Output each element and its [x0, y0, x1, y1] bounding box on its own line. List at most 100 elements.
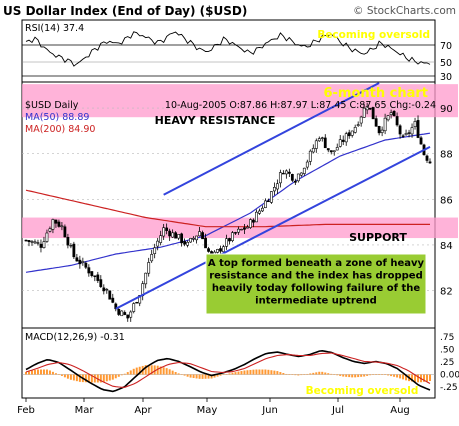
upper-trendline [163, 82, 380, 196]
legend-ma200: MA(200) 84.90 [25, 124, 95, 135]
candle-body [57, 221, 61, 227]
macd-label-value: -0.31 [100, 332, 125, 343]
macd-label-name: MACD(12,26,9) [25, 332, 97, 343]
macd-hist-bar [105, 374, 108, 382]
candle-body [314, 140, 318, 149]
macd-hist-bar [264, 369, 267, 375]
candle-body [380, 129, 384, 133]
macd-hist-bar [321, 371, 324, 375]
macd-lines [25, 349, 431, 393]
macd-panel: MACD(12,26,9) -0.31 .75 .50 .25 0.00 -.25 Be… [21, 327, 459, 399]
candle-body [99, 279, 103, 287]
macd-hist-bar [102, 374, 105, 383]
candle-body [177, 234, 181, 239]
callout-line: resistance and the index has dropped [209, 271, 423, 282]
x-tick-jun: Jun [261, 405, 278, 416]
callout-box [205, 253, 427, 315]
macd-tick: .50 [440, 346, 455, 356]
candle-body [362, 107, 366, 118]
rsi-frame [21, 19, 436, 83]
macd-hist-bar [51, 371, 54, 375]
candle-body [192, 237, 195, 240]
macd-hist-bar [402, 374, 405, 380]
macd-hist-bar [204, 374, 207, 379]
candle-body [72, 243, 76, 258]
candle-body [407, 132, 411, 134]
macd-hist-bar [120, 374, 123, 376]
macd-hist-bar [99, 374, 102, 383]
candle-body [189, 238, 192, 243]
candle-body [275, 183, 279, 190]
candle-body [48, 228, 52, 232]
macd-hist-bar [108, 374, 111, 381]
candle-body [287, 171, 291, 174]
macd-hist-bar [234, 372, 237, 375]
candle-body [183, 241, 187, 245]
candle-body [323, 137, 327, 149]
price-tick-90: 90 [440, 104, 453, 115]
macd-hist-bar [114, 374, 117, 379]
macd-hist-bar [45, 369, 48, 375]
candle-body [45, 232, 49, 242]
candle-body [389, 112, 393, 115]
price-moving-averages [25, 132, 431, 273]
candle-body [123, 312, 127, 315]
macd-hist-bar [156, 365, 159, 375]
macd-hist-bar [267, 369, 270, 375]
macd-hist-bar [378, 374, 381, 375]
macd-hist-bar [174, 372, 177, 375]
candle-body [147, 262, 151, 274]
macd-hist-bar [42, 369, 45, 375]
chart-title: US Dollar Index (End of Day) ($USD) [3, 4, 247, 18]
macd-hist-bar [393, 374, 396, 377]
macd-hist-bar [207, 374, 210, 379]
ma50-line [25, 132, 431, 273]
resistance-zone [22, 84, 458, 118]
candle-body [326, 148, 330, 151]
macd-hist-bar [249, 369, 252, 375]
candle-body [356, 124, 360, 126]
candle-body [401, 135, 405, 137]
candle-body [219, 248, 222, 252]
candle-body [261, 207, 264, 212]
candle-body [305, 161, 309, 168]
candle-body [102, 287, 106, 292]
candle-body [24, 239, 28, 242]
candle-body [93, 275, 97, 277]
candle-body [129, 311, 133, 318]
macd-hist-bar [162, 367, 165, 375]
candle-body [353, 126, 357, 133]
macd-hist-bar [87, 374, 90, 383]
callout-text: A top formed beneath a zone of heavy resi… [208, 258, 425, 307]
macd-hist-bar [222, 374, 225, 375]
candle-body [272, 186, 276, 192]
macd-hist-bar [384, 374, 387, 375]
macd-hist-bar [375, 374, 378, 375]
candle-body [278, 172, 282, 184]
macd-signal-line [25, 352, 431, 388]
quote-open: O:87.86 [229, 100, 267, 111]
macd-hist-bar [69, 374, 72, 380]
x-tick-jul: Jul [331, 405, 344, 416]
macd-hist-bar [237, 371, 240, 375]
candle-body [81, 261, 85, 263]
macd-hist-bar [363, 374, 366, 377]
macd-hist-bar [318, 371, 321, 375]
candle-body [225, 238, 228, 247]
macd-hist-bar [135, 367, 138, 375]
macd-hist-bar [324, 372, 327, 375]
candle-body [162, 227, 166, 237]
candle-body [377, 126, 381, 134]
macd-hist-bar [279, 372, 282, 375]
candle-body [234, 232, 237, 234]
candle-body [96, 274, 100, 281]
candle-body [75, 257, 79, 262]
candle-body [198, 231, 201, 237]
macd-hist-bar [291, 374, 294, 375]
macd-hist-bar [27, 371, 30, 375]
price-panel: 82 84 86 88 90 $USD Daily 10-Aug-2005 O:87.8… [21, 81, 458, 329]
macd-hist-bar [417, 374, 420, 383]
candle-body [404, 133, 408, 136]
macd-hist-bar [330, 373, 333, 375]
macd-hist-bar [399, 374, 402, 379]
